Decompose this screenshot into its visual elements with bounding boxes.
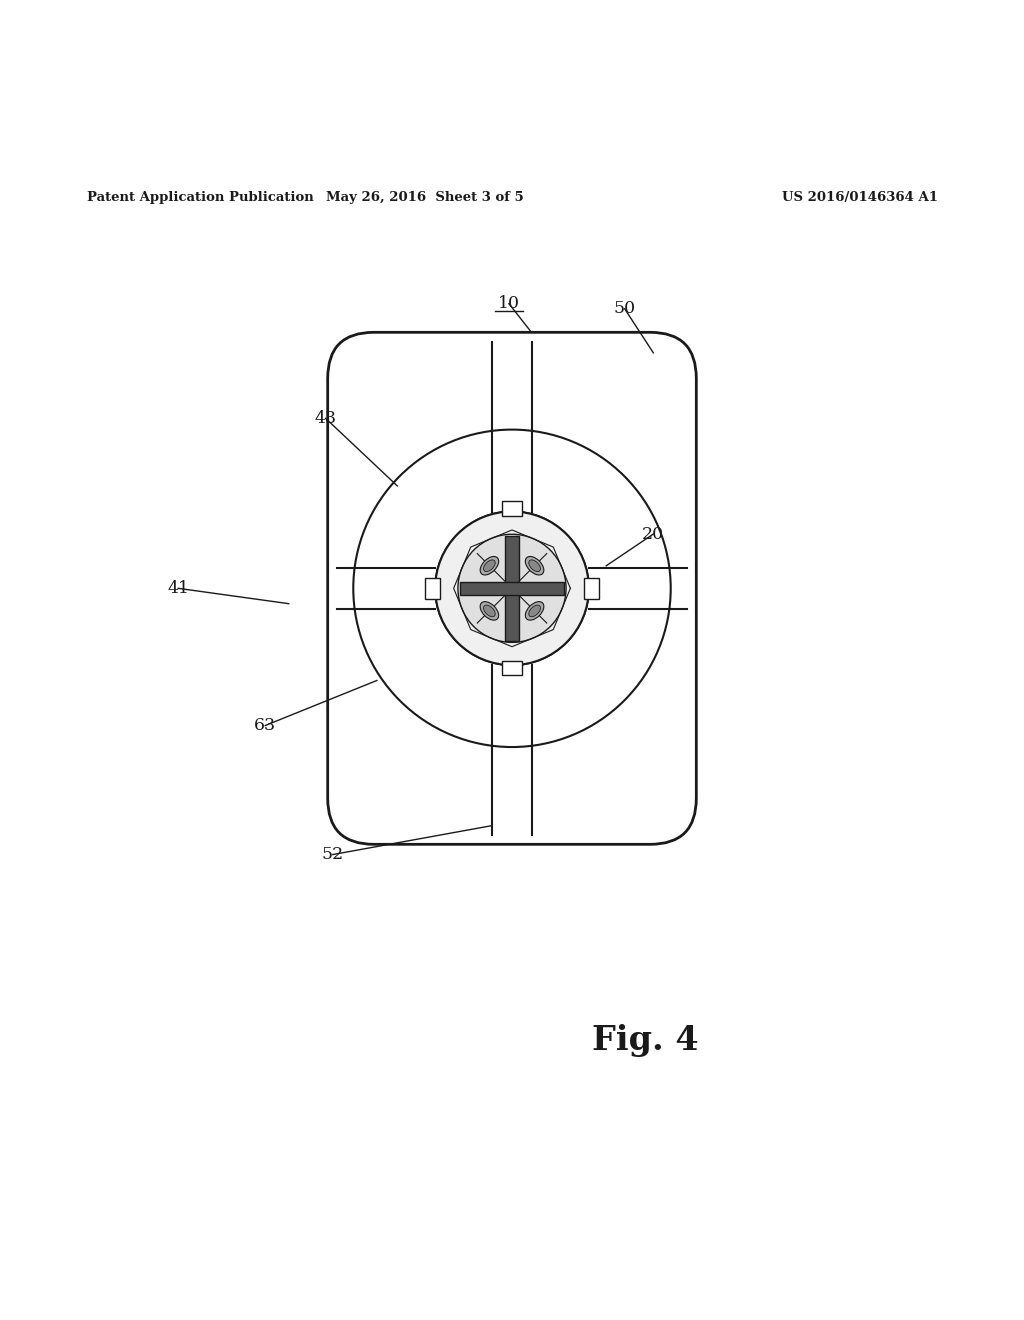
Bar: [502, 502, 522, 516]
FancyBboxPatch shape: [328, 333, 696, 845]
Text: Fig. 4: Fig. 4: [592, 1024, 698, 1057]
Text: 10: 10: [498, 296, 520, 312]
Circle shape: [435, 512, 589, 665]
Circle shape: [458, 535, 566, 643]
Bar: [585, 578, 599, 598]
Text: 50: 50: [613, 300, 636, 317]
Text: 20: 20: [642, 525, 665, 543]
Text: 63: 63: [254, 717, 276, 734]
Circle shape: [435, 512, 589, 665]
Text: Patent Application Publication: Patent Application Publication: [87, 190, 313, 203]
Text: 52: 52: [322, 846, 344, 863]
Text: US 2016/0146364 A1: US 2016/0146364 A1: [782, 190, 938, 203]
Ellipse shape: [525, 557, 544, 576]
Ellipse shape: [480, 557, 499, 576]
Text: May 26, 2016  Sheet 3 of 5: May 26, 2016 Sheet 3 of 5: [326, 190, 524, 203]
Text: 43: 43: [314, 409, 337, 426]
Ellipse shape: [528, 605, 541, 616]
Bar: [502, 661, 522, 675]
Bar: [425, 578, 439, 598]
Ellipse shape: [528, 560, 541, 572]
Ellipse shape: [483, 560, 496, 572]
Ellipse shape: [525, 602, 544, 620]
Bar: [460, 582, 564, 595]
Bar: [506, 536, 518, 640]
Text: 41: 41: [167, 579, 189, 597]
Ellipse shape: [480, 602, 499, 620]
Ellipse shape: [483, 605, 496, 616]
